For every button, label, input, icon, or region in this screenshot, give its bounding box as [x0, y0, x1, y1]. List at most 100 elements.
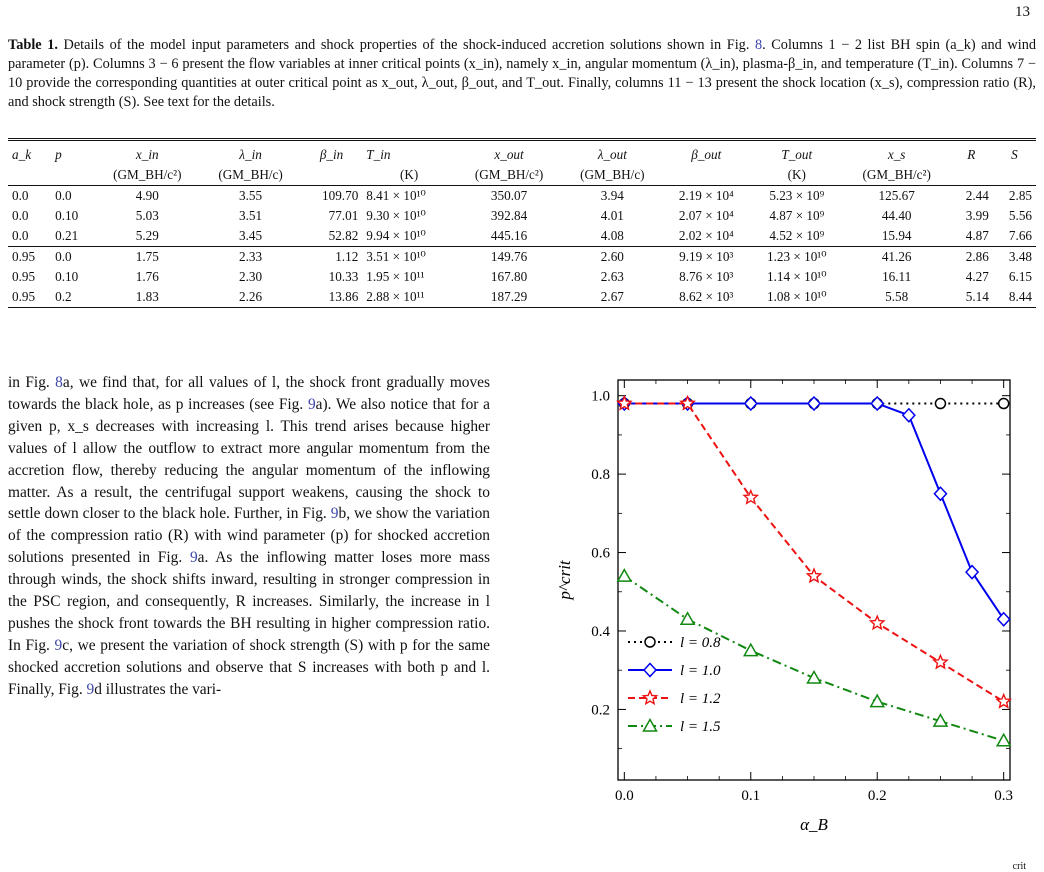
- column-header: p: [51, 138, 95, 165]
- column-unit: [8, 165, 52, 186]
- figure-link[interactable]: 9: [54, 636, 63, 654]
- table-cell: 0.21: [51, 226, 95, 247]
- legend-marker: [642, 717, 658, 732]
- table-row: 0.0 0.0 4.90 3.55 109.70 8.41 × 10¹⁰ 350.07 3.9…: [8, 186, 1036, 207]
- table-row: 0.95 0.2 1.83 2.26 13.86 2.88 × 10¹¹ 187.29 2.6…: [8, 287, 1036, 308]
- table-row: 0.0 0.21 5.29 3.45 52.82 9.94 × 10¹⁰ 445.16 4.0…: [8, 226, 1036, 247]
- table-cell: 1.12: [335, 249, 359, 264]
- table-cell: 16.11: [882, 269, 912, 284]
- series-line-3: [624, 402, 1005, 703]
- caption-figure-link[interactable]: 8: [754, 37, 763, 53]
- table-cell: 0.0: [12, 208, 29, 223]
- table-cell: 167.80: [490, 269, 528, 284]
- table-cell: 0.95: [12, 249, 36, 264]
- x-tick-label: 0.1: [741, 788, 760, 804]
- column-header: a_k: [8, 138, 52, 165]
- column-header: x_in: [94, 138, 201, 165]
- table-cell: 3.94: [600, 188, 624, 203]
- column-header: β_out: [662, 138, 750, 165]
- data-point: [996, 611, 1011, 627]
- table-cell: 4.87 × 10⁹: [769, 208, 825, 223]
- data-point: [805, 567, 823, 584]
- data-point: [995, 732, 1012, 747]
- body-text-1: in Fig.: [8, 374, 56, 391]
- data-point: [743, 395, 758, 412]
- table-cell: 0.0: [55, 188, 72, 203]
- column-unit: [51, 165, 95, 186]
- table-cell: 8.76 × 10³: [679, 269, 734, 284]
- table-cell: 5.58: [843, 287, 950, 308]
- table-cell: 2.88 × 10¹¹: [362, 287, 457, 308]
- table-cell: 3.45: [200, 226, 301, 247]
- figure-link[interactable]: 9: [307, 395, 316, 413]
- figure-link[interactable]: 9: [330, 505, 339, 523]
- table-cell: 8.44: [992, 287, 1036, 308]
- column-unit: (GM_BH/c²): [94, 165, 201, 186]
- column-unit: [662, 165, 750, 186]
- table-cell: 6.15: [1008, 269, 1032, 284]
- table-cell: 1.14 × 10¹⁰: [767, 269, 827, 284]
- table-cell: 392.84: [490, 208, 528, 223]
- data-point: [679, 611, 696, 625]
- table-cell: 3.48: [1008, 249, 1032, 264]
- table-cell: 4.52 × 10⁹: [749, 226, 844, 247]
- column-header: λ_in: [200, 138, 301, 165]
- table-cell: 0.0: [8, 226, 52, 247]
- x-tick-label: 0.2: [868, 788, 887, 804]
- table-cell: 2.44: [965, 188, 989, 203]
- figure-link[interactable]: 9: [86, 680, 95, 698]
- x-tick-label: 0.3: [994, 788, 1013, 804]
- table-cell: 9.19 × 10³: [679, 249, 734, 264]
- data-point: [965, 564, 980, 580]
- table-cell: 4.08: [562, 226, 663, 247]
- table-cell: 5.14: [949, 287, 993, 308]
- caption-text-1: Details of the model input parameters an…: [57, 37, 755, 53]
- parameters-table: a_k p x_in λ_in β_in T_in x_out λ_out β_out T_out…: [8, 138, 1036, 308]
- y-tick-label: 0.2: [591, 702, 610, 718]
- column-header: x_s: [843, 138, 950, 165]
- body-text-3: a). We also notice that for a given p, x…: [8, 395, 491, 523]
- table-cell: 0.95: [12, 269, 36, 284]
- table-cell: 125.67: [878, 188, 915, 203]
- footer-fragment: crit: [1012, 861, 1026, 872]
- legend-marker: [642, 662, 658, 678]
- table-cell: 2.19 × 10⁴: [678, 188, 734, 203]
- data-point: [933, 486, 948, 502]
- table-cell: 350.07: [490, 188, 528, 203]
- table-caption: Table 1. Details of the model input para…: [8, 36, 1036, 112]
- data-point: [869, 693, 886, 708]
- body-text-7: d illustrates the vari-: [94, 680, 222, 698]
- column-unit: [992, 165, 1036, 186]
- table-cell: 5.56: [1008, 208, 1032, 223]
- table-cell: 4.90: [135, 188, 159, 203]
- column-header: x_out: [456, 138, 563, 165]
- column-header: S: [992, 138, 1036, 165]
- table-cell: 10.33: [328, 269, 359, 284]
- figure-link[interactable]: 9: [189, 549, 198, 567]
- table-cell: 2.26: [200, 287, 301, 308]
- table-cell: 1.08 × 10¹⁰: [749, 287, 844, 308]
- table-cell: 2.60: [600, 249, 624, 264]
- column-unit: [300, 165, 363, 186]
- table-cell: 0.95: [8, 287, 52, 308]
- data-point: [934, 397, 947, 410]
- table-cell: 2.67: [562, 287, 663, 308]
- table-cell: 5.23 × 10⁹: [769, 188, 825, 203]
- legend-label: l = 1.2: [680, 691, 721, 707]
- data-point: [870, 395, 885, 412]
- y-tick-label: 0.6: [591, 546, 610, 562]
- pcrit-vs-alpha-chart: 0.0 0.1 0.2 0.3 0.2 0.4 0.6 0.8 1.0 α_B p^crit l = …: [555, 379, 1013, 834]
- table-cell: 44.40: [881, 208, 912, 223]
- data-point: [742, 488, 760, 505]
- table-cell: 1.83: [94, 287, 201, 308]
- data-point: [679, 394, 696, 411]
- caption-label: Table 1.: [8, 37, 58, 53]
- table-cell: 2.63: [600, 269, 624, 284]
- column-unit: (GM_BH/c): [200, 165, 301, 186]
- table-cell: 1.75: [135, 249, 159, 264]
- table-cell: 2.02 × 10⁴: [662, 226, 750, 247]
- y-tick-label: 0.8: [591, 467, 610, 483]
- body-paragraph: in Fig. 8a, we find that, for all values…: [8, 372, 490, 701]
- figure-link[interactable]: 8: [55, 374, 63, 391]
- table-cell: 2.30: [239, 269, 263, 284]
